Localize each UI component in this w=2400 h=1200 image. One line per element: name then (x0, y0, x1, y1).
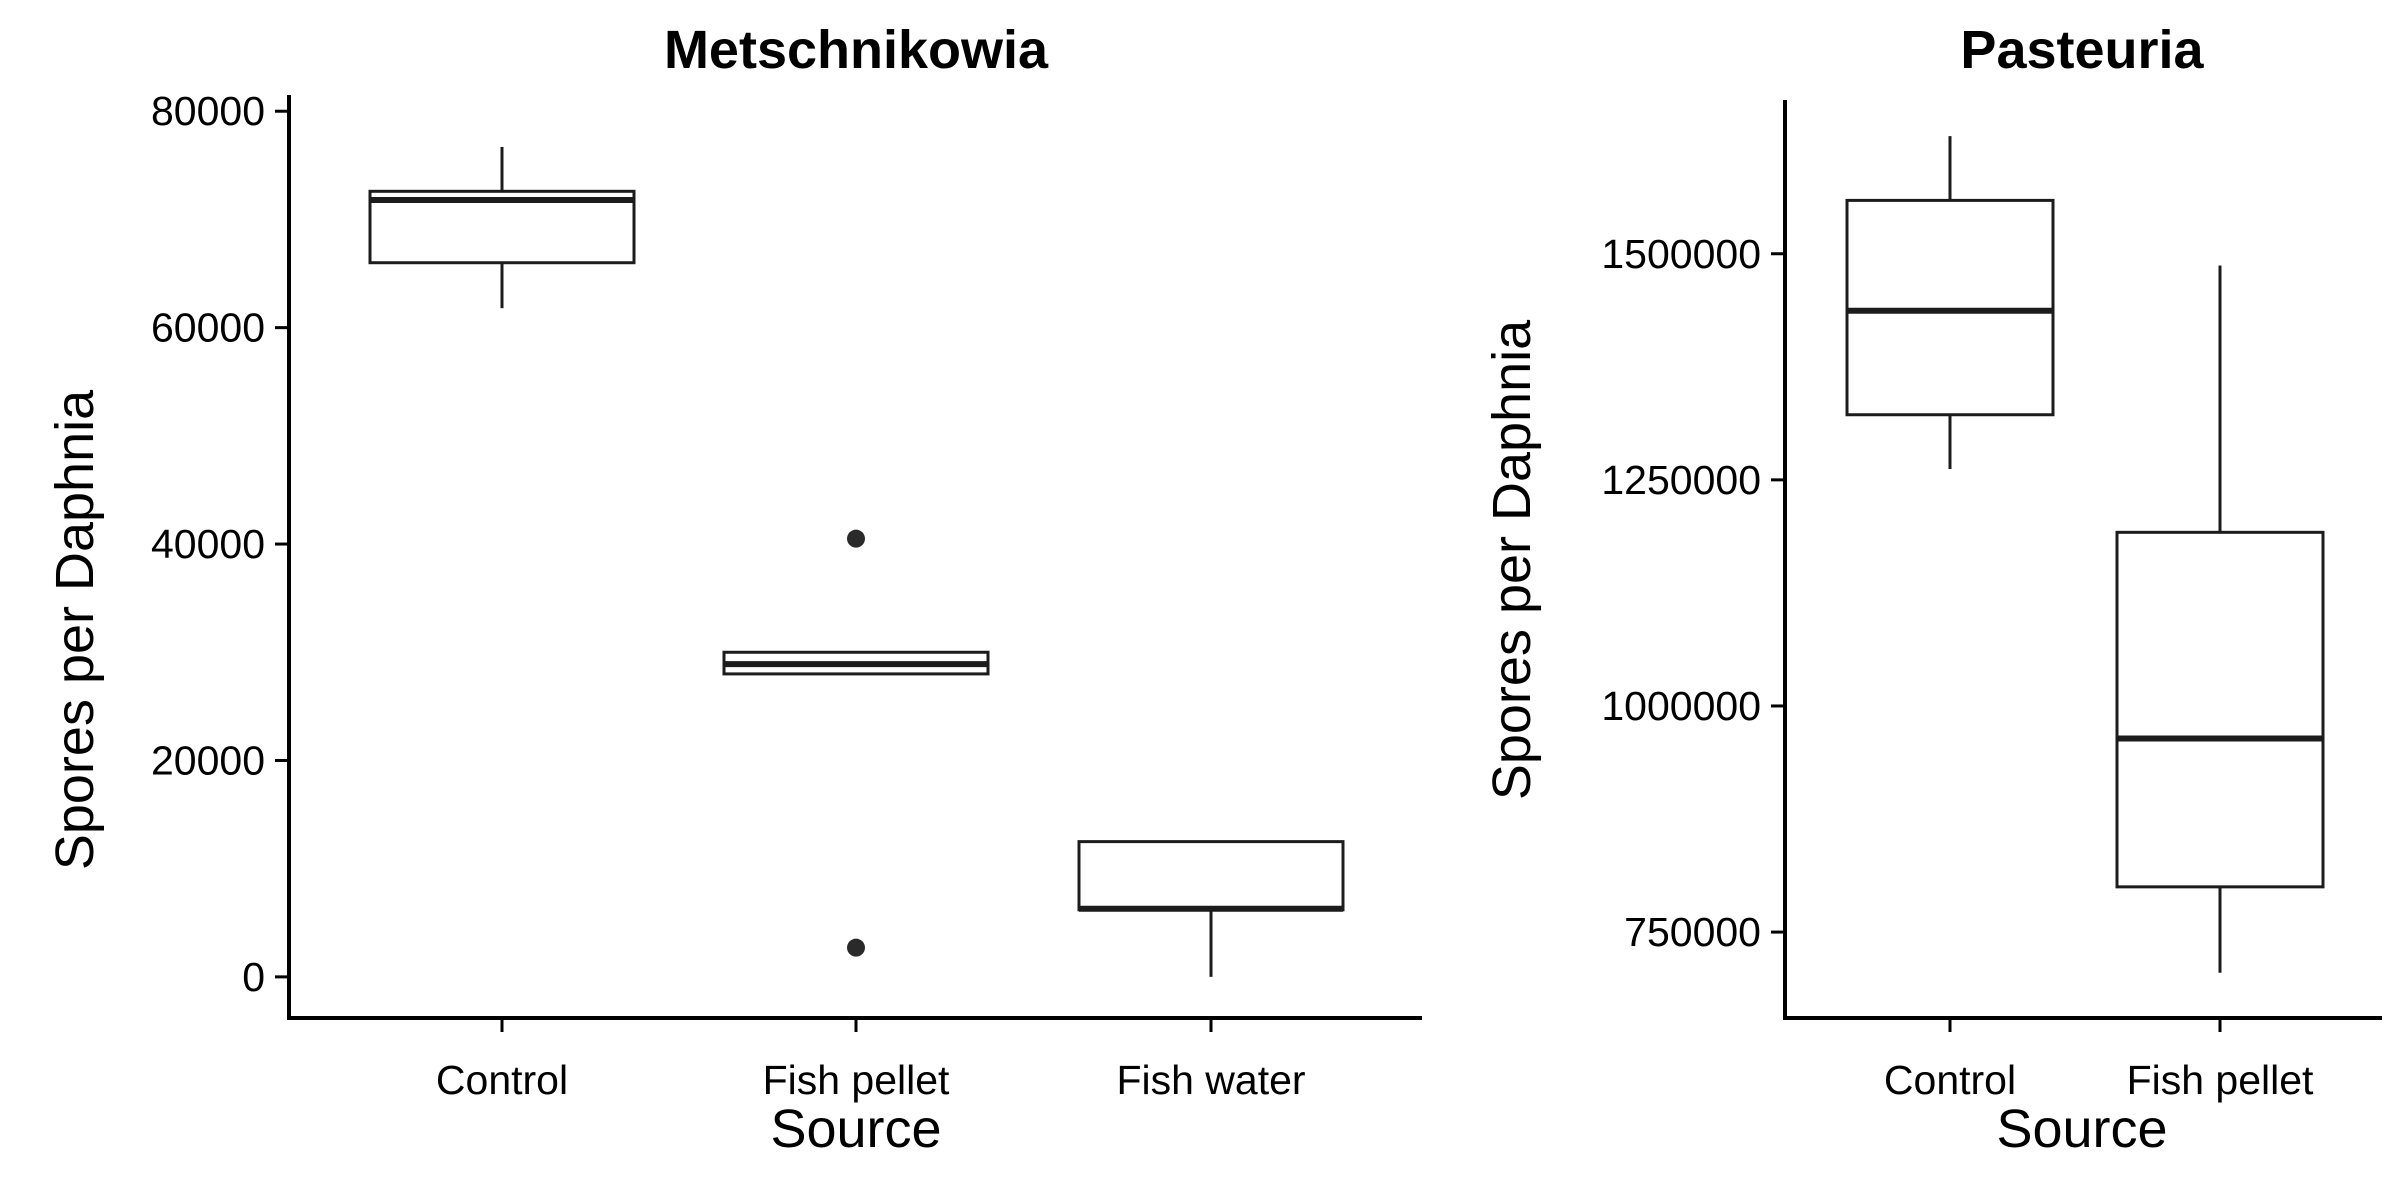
y-ticks: 0 20000 40000 60000 80000 (151, 88, 289, 1000)
y-tick-label: 1500000 (1601, 231, 1761, 277)
x-ticks: Control Fish pellet Fish water (436, 1018, 1306, 1103)
x-ticks: Control Fish pellet (1884, 1018, 2314, 1103)
y-tick-label: 60000 (151, 305, 265, 351)
y-tick-label: 1000000 (1601, 683, 1761, 729)
box-control (1845, 136, 2055, 470)
x-tick-label: Control (1884, 1057, 2016, 1103)
box-fish-pellet (722, 529, 990, 957)
boxes (1845, 136, 2325, 973)
iqr-box (1077, 840, 1345, 912)
panel-title: Metschnikowia (664, 20, 1049, 80)
y-tick-label: 40000 (151, 521, 265, 567)
x-tick-label: Control (436, 1057, 568, 1103)
y-tick-label: 1250000 (1601, 457, 1761, 503)
iqr-box (2115, 530, 2325, 889)
x-axis-title: Source (770, 1099, 941, 1159)
x-axis-title: Source (1996, 1099, 2167, 1159)
box-fish-water (1077, 840, 1345, 977)
box-fish-pellet (2115, 265, 2325, 973)
y-axis-title: Spores per Daphnia (1482, 319, 1542, 800)
x-tick-label: Fish water (1116, 1057, 1305, 1103)
y-tick-label: 0 (242, 954, 265, 1000)
y-tick-label: 20000 (151, 737, 265, 783)
panel-metschnikowia: Metschnikowia Spores per Daphnia Source … (45, 20, 1422, 1159)
y-tick-label: 80000 (151, 88, 265, 134)
x-tick-label: Fish pellet (763, 1057, 950, 1103)
iqr-box (1845, 198, 2055, 417)
x-tick-label: Fish pellet (2127, 1057, 2314, 1103)
box-control (368, 146, 636, 309)
y-ticks: 750000 1000000 1250000 1500000 (1601, 231, 1785, 955)
boxes (368, 146, 1345, 977)
panel-title: Pasteuria (1960, 20, 2204, 80)
outlier-point (847, 529, 865, 548)
y-tick-label: 750000 (1624, 909, 1761, 955)
panel-pasteuria: Pasteuria Spores per Daphnia Source 7500… (1482, 20, 2382, 1159)
outlier-point (847, 938, 865, 957)
iqr-box (368, 189, 636, 265)
y-axis-title: Spores per Daphnia (45, 389, 105, 870)
